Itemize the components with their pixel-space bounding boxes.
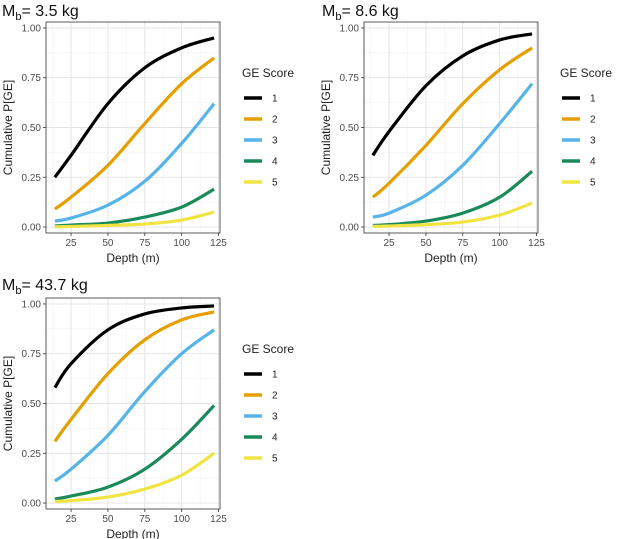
- x-tick-label: 25: [66, 238, 78, 249]
- legend-label: 4: [272, 157, 278, 168]
- legend-label: 3: [272, 136, 278, 147]
- series-line-1: [53, 36, 215, 179]
- legend-title: GE Score: [242, 66, 294, 80]
- title-value: = 3.5 kg: [21, 3, 78, 20]
- y-tick-label: 0.00: [22, 499, 42, 510]
- x-tick-label: 25: [384, 238, 396, 249]
- x-tick-label: 100: [173, 514, 190, 525]
- x-tick-label: 100: [173, 238, 190, 249]
- x-tick-label: 125: [210, 514, 227, 525]
- panel-title: Mb= 43.7 kg: [2, 277, 88, 297]
- series-line-3: [53, 328, 216, 483]
- y-tick-label: 0.25: [340, 173, 360, 184]
- y-tick-label: 0.00: [340, 223, 360, 234]
- y-tick-label: 0.50: [22, 123, 42, 134]
- series-line-2: [371, 46, 533, 199]
- legend-label: 1: [590, 94, 596, 105]
- title-value: = 43.7 kg: [21, 277, 87, 294]
- y-tick-label: 1.00: [22, 23, 42, 34]
- y-tick-label: 1.00: [22, 299, 42, 310]
- x-tick-label: 50: [102, 514, 114, 525]
- legend-label: 1: [272, 94, 278, 105]
- series-line-5: [372, 201, 533, 229]
- panel-title: Mb= 3.5 kg: [2, 3, 79, 23]
- legend-label: 4: [272, 433, 278, 444]
- y-tick-label: 0.75: [340, 73, 360, 84]
- legend-label: 3: [272, 412, 278, 423]
- y-tick-label: 0.75: [22, 349, 42, 360]
- x-axis-title: Depth (m): [106, 527, 159, 539]
- x-tick-label: 125: [528, 238, 545, 249]
- legend-title: GE Score: [560, 66, 612, 80]
- x-tick-label: 75: [139, 514, 151, 525]
- legend-label: 5: [272, 178, 278, 189]
- legend-label: 1: [272, 370, 278, 381]
- x-axis-title: Depth (m): [106, 251, 159, 265]
- y-tick-label: 0.50: [22, 399, 42, 410]
- legend-title: GE Score: [242, 342, 294, 356]
- y-tick-label: 0.25: [22, 449, 42, 460]
- series-line-3: [372, 82, 534, 219]
- legend-label: 5: [590, 178, 596, 189]
- y-axis-title: Cumulative P[GE]: [1, 80, 15, 175]
- x-tick-label: 50: [102, 238, 114, 249]
- plot-border: [45, 21, 221, 234]
- series-line-5: [54, 451, 216, 504]
- legend-label: 5: [272, 454, 278, 465]
- series-line-4: [54, 404, 216, 501]
- series-line-3: [54, 102, 216, 223]
- title-prefix: M: [2, 3, 15, 20]
- y-tick-label: 0.50: [340, 123, 360, 134]
- series-line-5: [54, 210, 215, 229]
- legend-label: 2: [272, 115, 278, 126]
- legend-label: 2: [272, 391, 278, 402]
- panel-title: Mb= 8.6 kg: [322, 3, 399, 23]
- y-tick-label: 0.75: [22, 73, 42, 84]
- series-line-1: [371, 32, 533, 157]
- title-prefix: M: [322, 3, 335, 20]
- series-line-2: [53, 310, 215, 443]
- x-tick-label: 100: [491, 238, 508, 249]
- title-subscript: b: [335, 11, 341, 23]
- x-tick-label: 50: [420, 238, 432, 249]
- title-value: = 8.6 kg: [341, 3, 398, 20]
- y-tick-label: 0.25: [22, 173, 42, 184]
- legend-label: 2: [590, 115, 596, 126]
- legend-label: 3: [590, 136, 596, 147]
- series-line-2: [53, 56, 216, 211]
- x-axis-title: Depth (m): [424, 251, 477, 265]
- y-tick-label: 0.00: [22, 223, 42, 234]
- x-tick-label: 125: [210, 238, 227, 249]
- title-subscript: b: [15, 11, 21, 23]
- x-tick-label: 25: [66, 514, 78, 525]
- y-tick-label: 1.00: [340, 23, 360, 34]
- x-tick-label: 75: [457, 238, 469, 249]
- x-tick-label: 75: [139, 238, 151, 249]
- plot-border: [45, 297, 221, 510]
- series-line-1: [53, 304, 215, 389]
- title-prefix: M: [2, 277, 15, 294]
- y-axis-title: Cumulative P[GE]: [1, 356, 15, 451]
- title-subscript: b: [15, 285, 21, 297]
- plot-border: [363, 21, 539, 234]
- legend-label: 4: [590, 157, 596, 168]
- y-axis-title: Cumulative P[GE]: [319, 80, 333, 175]
